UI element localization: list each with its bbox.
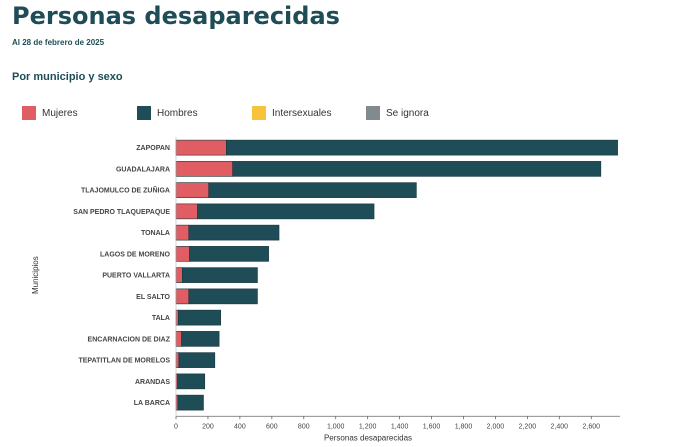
bar-mujeres-encarnacion-de-diaz[interactable] [175,331,182,347]
legend-swatch-intersexuales [252,106,266,120]
x-tick-label: 800 [298,423,310,430]
bar-chart: ZAPOPAN GUADALAJARA TLAJOMULCO DE ZUÑIGA SA… [31,137,620,442]
category-label-el-salto: EL SALTO [136,294,170,301]
x-tick-label: 200 [202,423,214,430]
bar-hombres-san-pedro-tlaquepaque[interactable] [197,203,375,220]
legend-swatch-hombres [137,106,151,120]
category-label-arandas: ARANDAS [135,379,170,386]
legend-label-se-ignora: Se ignora [386,107,429,119]
bar-mujeres-tepatitlan-de-morelos[interactable] [175,352,180,368]
x-tick-label: 400 [234,423,246,430]
y-axis-title: Municipios [31,256,40,294]
x-tick-label: 2,200 [519,423,537,430]
legend-label-mujeres: Mujeres [42,107,78,119]
x-tick-label: 1,400 [391,423,409,430]
category-label-tepatitlan-de-morelos: TEPATITLAN DE MORELOS [78,358,170,365]
x-tick-label: 2,400 [551,423,569,430]
bar-hombres-la-barca[interactable] [177,394,204,411]
legend-swatch-mujeres [22,106,36,120]
bar-mujeres-zapopan[interactable] [175,139,227,156]
category-label-zapopan: ZAPOPAN [136,145,170,152]
legend-item-mujeres[interactable]: Mujeres [22,106,78,120]
x-tick-label: 1,800 [455,423,473,430]
bar-hombres-tlajomulco-de-zuniga[interactable] [208,182,417,198]
legend: Mujeres Hombres Intersexuales Se ignora [0,106,700,126]
x-axis-title: Personas desaparecidas [324,433,412,442]
bar-hombres-zapopan[interactable] [226,139,618,156]
category-label-puerto-vallarta: PUERTO VALLARTA [102,273,170,280]
legend-item-intersexuales[interactable]: Intersexuales [252,106,331,120]
x-tick-label: 2,600 [582,423,600,430]
bar-mujeres-puerto-vallarta[interactable] [175,267,183,283]
category-label-tlajomulco-de-zuniga: TLAJOMULCO DE ZUÑIGA [81,186,170,195]
bar-hombres-lagos-de-moreno[interactable] [189,246,269,262]
chart-subtitle: Por municipio y sexo [12,71,123,83]
x-tick-label: 1,200 [359,423,377,430]
bar-hombres-tonala[interactable] [188,224,280,241]
bar-hombres-guadalajara[interactable] [232,161,602,177]
legend-item-se-ignora[interactable]: Se ignora [366,106,429,120]
category-label-tala: TALA [152,315,170,322]
bar-hombres-tepatitlan-de-morelos[interactable] [178,352,216,368]
category-label-san-pedro-tlaquepaque: SAN PEDRO TLAQUEPAQUE [73,209,170,216]
x-tick-label: 1,600 [423,423,441,430]
category-label-tonala: TONALA [141,230,170,237]
bar-mujeres-san-pedro-tlaquepaque[interactable] [175,203,198,220]
x-tick-label: 2,000 [487,423,505,430]
page-title: Personas desaparecidas [12,2,340,30]
legend-label-intersexuales: Intersexuales [272,107,332,119]
bar-hombres-el-salto[interactable] [188,288,258,305]
x-tick-label: 1,000 [327,423,345,430]
legend-swatch-se-ignora [366,106,380,120]
date-label: Al 28 de febrero de 2025 [12,38,105,47]
bar-mujeres-el-salto[interactable] [175,288,190,305]
legend-item-hombres[interactable]: Hombres [137,106,198,120]
bar-mujeres-guadalajara[interactable] [175,161,233,177]
category-label-la-barca: LA BARCA [134,400,170,407]
x-tick-label: 600 [266,423,278,430]
bar-hombres-arandas[interactable] [177,373,206,390]
bar-mujeres-lagos-de-moreno[interactable] [175,246,190,262]
bar-hombres-tala[interactable] [178,309,222,326]
legend-label-hombres: Hombres [157,107,198,119]
bar-hombres-puerto-vallarta[interactable] [182,267,258,283]
bar-mujeres-tlajomulco-de-zuniga[interactable] [175,182,210,198]
x-tick-label: 0 [174,423,178,430]
category-label-lagos-de-moreno: LAGOS DE MORENO [100,251,171,258]
category-label-guadalajara: GUADALAJARA [116,166,170,173]
bar-hombres-encarnacion-de-diaz[interactable] [181,331,220,347]
bar-mujeres-tala[interactable] [175,309,179,326]
category-label-encarnacion-de-diaz: ENCARNACION DE DIAZ [88,336,171,343]
bar-mujeres-tonala[interactable] [175,224,190,241]
